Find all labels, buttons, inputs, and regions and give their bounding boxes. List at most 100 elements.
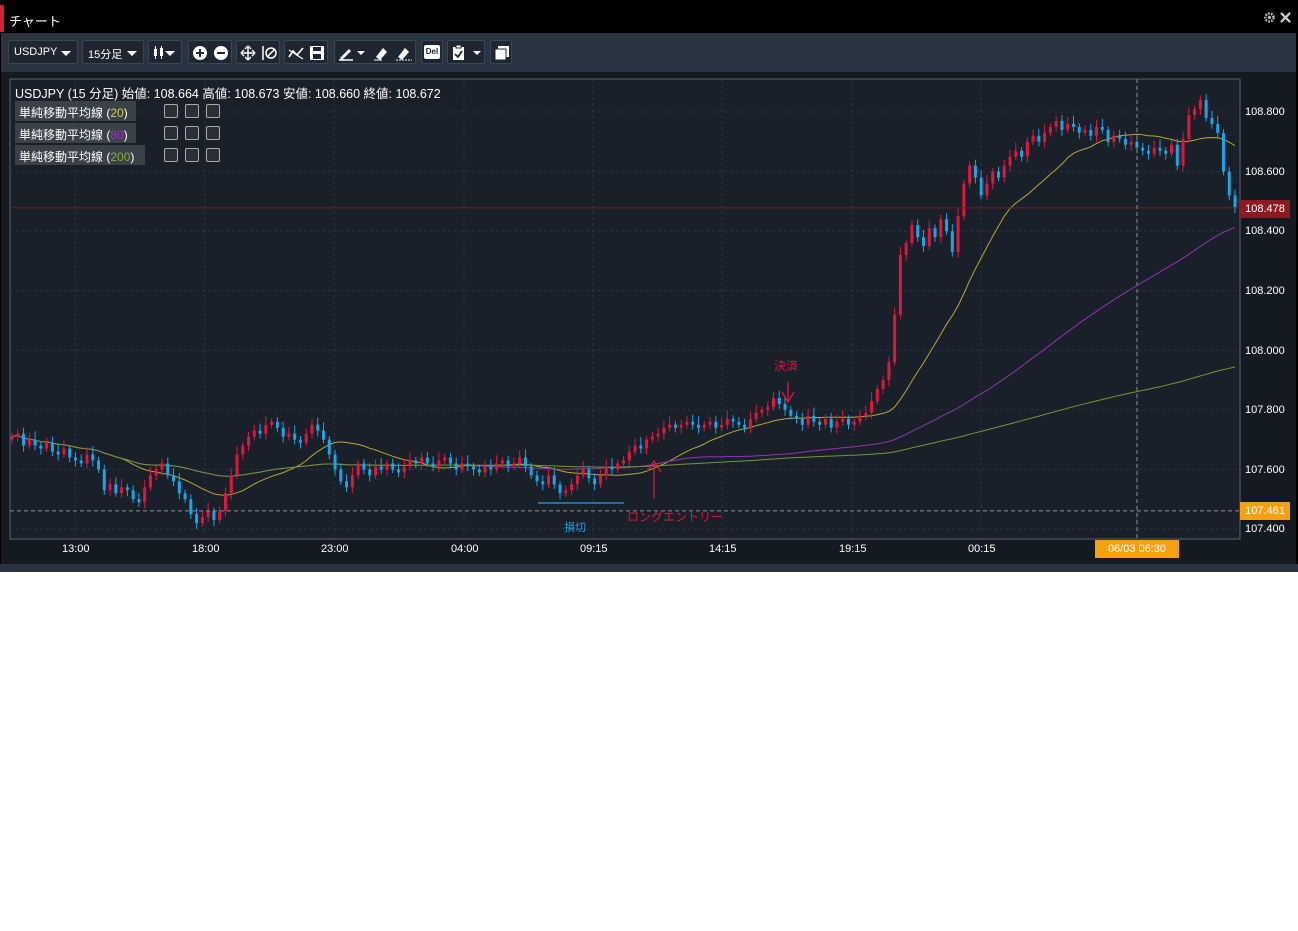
candle xyxy=(39,445,43,449)
candle xyxy=(864,412,868,416)
candle xyxy=(241,445,245,455)
candle xyxy=(108,484,112,491)
eraser-all-icon[interactable] xyxy=(395,45,413,61)
candle xyxy=(639,445,643,449)
candle xyxy=(1233,195,1237,208)
chart-area[interactable] xyxy=(1,72,1296,564)
candle xyxy=(489,466,493,470)
candle xyxy=(420,457,424,464)
candle xyxy=(91,454,95,461)
eye-icon[interactable] xyxy=(185,148,199,162)
zoom-out-icon[interactable] xyxy=(213,45,229,61)
candle xyxy=(737,421,741,425)
candle xyxy=(327,439,331,455)
candle xyxy=(437,460,441,467)
candle xyxy=(1083,129,1087,133)
candle xyxy=(552,475,556,485)
legend-period: 200 xyxy=(110,150,131,164)
legend-ma200: 単純移動平均線 (200) xyxy=(15,145,145,165)
title-bar: チャート xyxy=(0,5,1298,32)
candle xyxy=(1164,150,1168,154)
candle xyxy=(795,415,799,419)
zoom-in-icon[interactable] xyxy=(192,45,208,61)
candle xyxy=(62,448,66,455)
timeframe-value: 15分足 xyxy=(88,49,123,61)
candle xyxy=(921,237,925,247)
clipboard-button[interactable] xyxy=(447,40,485,64)
eye-icon[interactable] xyxy=(185,126,199,140)
candle xyxy=(27,439,31,446)
candle xyxy=(252,430,256,437)
candle xyxy=(898,254,902,315)
candle xyxy=(183,493,187,500)
candle xyxy=(743,424,747,428)
candle xyxy=(1037,135,1041,142)
candle xyxy=(281,427,285,437)
candle xyxy=(1227,171,1231,196)
candle xyxy=(962,183,966,217)
candle xyxy=(841,418,845,422)
candle xyxy=(512,463,516,467)
candle xyxy=(558,484,562,494)
close-icon[interactable] xyxy=(206,126,220,140)
legend-suffix: ) xyxy=(123,106,128,120)
gear-icon[interactable] xyxy=(1263,11,1276,26)
candle xyxy=(425,457,429,464)
long-entry-arrow xyxy=(646,459,662,498)
candle xyxy=(893,314,897,363)
crosshair-time-label: 06/03 06:30 xyxy=(1095,540,1179,558)
close-icon[interactable] xyxy=(1280,11,1291,25)
window-title: チャート xyxy=(9,14,61,29)
candle xyxy=(414,460,418,464)
windows-button[interactable] xyxy=(490,40,512,64)
candle xyxy=(79,460,83,464)
candle xyxy=(979,177,983,196)
candle xyxy=(725,418,729,425)
candle xyxy=(495,463,499,470)
pan-icon[interactable] xyxy=(240,45,256,61)
candle xyxy=(131,490,135,500)
eraser-icon[interactable] xyxy=(373,45,389,61)
candle xyxy=(1187,114,1191,139)
candle xyxy=(195,514,199,524)
save-icon[interactable] xyxy=(309,45,325,61)
close-icon[interactable] xyxy=(206,104,220,118)
reset-icon[interactable] xyxy=(261,45,277,61)
settings-icon[interactable] xyxy=(164,104,178,118)
x-tick: 18:00 xyxy=(192,543,220,555)
indicator-icon[interactable] xyxy=(288,45,304,61)
y-tick: 108.200 xyxy=(1245,285,1285,297)
settings-icon[interactable] xyxy=(164,148,178,162)
settings-icon[interactable] xyxy=(164,126,178,140)
close-icon[interactable] xyxy=(206,148,220,162)
delete-button[interactable]: Del xyxy=(421,40,443,64)
y-tick: 107.600 xyxy=(1245,464,1285,476)
chart-type-select[interactable] xyxy=(148,40,182,64)
x-tick: 13:00 xyxy=(62,543,90,555)
legend-label: 単純移動平均線 ( xyxy=(19,128,111,142)
price-chart[interactable] xyxy=(1,72,1296,564)
candle xyxy=(264,424,268,434)
candle xyxy=(391,463,395,470)
draw-icon[interactable] xyxy=(338,45,354,61)
legend-period: 20 xyxy=(110,106,124,120)
candle xyxy=(189,499,193,515)
candle xyxy=(125,487,129,491)
symbol-select[interactable]: USDJPY xyxy=(8,40,78,64)
chevron-down-icon[interactable] xyxy=(357,51,365,55)
candle xyxy=(97,460,101,470)
candle xyxy=(996,171,1000,178)
candle xyxy=(397,469,401,473)
candle xyxy=(356,463,360,476)
candle xyxy=(575,475,579,485)
candle xyxy=(1158,147,1162,151)
candle xyxy=(500,460,504,464)
timeframe-select[interactable]: 15分足 xyxy=(82,40,144,64)
candle xyxy=(783,403,787,410)
toolbar: USDJPY 15分足 Del xyxy=(1,33,1296,72)
candle xyxy=(823,418,827,425)
candle xyxy=(322,430,326,440)
eye-icon[interactable] xyxy=(185,104,199,118)
candle xyxy=(829,418,833,428)
candle xyxy=(564,490,568,494)
